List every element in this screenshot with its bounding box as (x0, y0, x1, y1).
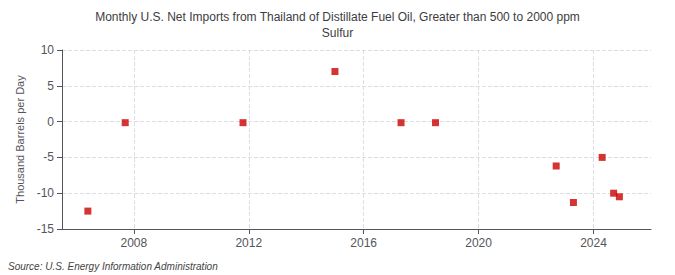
svg-text:2016: 2016 (350, 236, 377, 250)
svg-text:2008: 2008 (120, 236, 147, 250)
svg-text:-5: -5 (43, 150, 54, 164)
svg-text:Monthly U.S. Net Imports from: Monthly U.S. Net Imports from Thailand o… (95, 10, 580, 24)
svg-text:2020: 2020 (465, 236, 492, 250)
svg-text:0: 0 (47, 115, 54, 129)
svg-text:-10: -10 (37, 186, 55, 200)
svg-text:Sulfur: Sulfur (322, 26, 353, 40)
svg-text:2012: 2012 (235, 236, 262, 250)
svg-text:2024: 2024 (580, 236, 607, 250)
svg-text:Thousand Barrels per Day: Thousand Barrels per Day (14, 75, 26, 204)
svg-text:-15: -15 (37, 222, 55, 236)
svg-text:Source: U.S. Energy Informatio: Source: U.S. Energy Information Administ… (8, 261, 218, 272)
svg-text:10: 10 (41, 43, 55, 57)
svg-text:5: 5 (47, 79, 54, 93)
